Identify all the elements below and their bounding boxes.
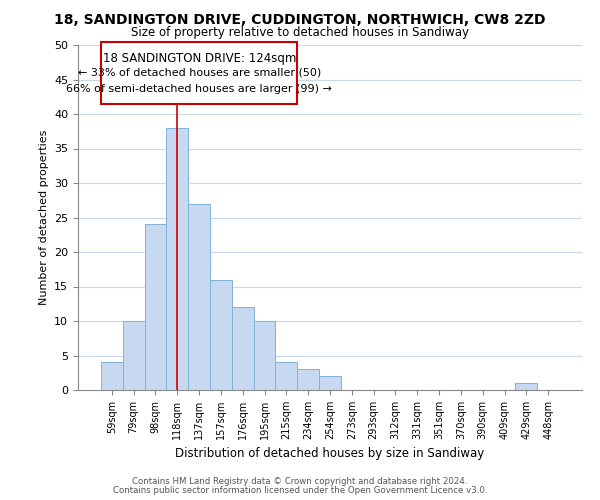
Text: Size of property relative to detached houses in Sandiway: Size of property relative to detached ho… bbox=[131, 26, 469, 39]
X-axis label: Distribution of detached houses by size in Sandiway: Distribution of detached houses by size … bbox=[175, 448, 485, 460]
Bar bbox=[254, 321, 275, 390]
Text: 18, SANDINGTON DRIVE, CUDDINGTON, NORTHWICH, CW8 2ZD: 18, SANDINGTON DRIVE, CUDDINGTON, NORTHW… bbox=[54, 12, 546, 26]
Bar bbox=[145, 224, 166, 390]
Bar bbox=[210, 280, 232, 390]
Text: Contains HM Land Registry data © Crown copyright and database right 2024.: Contains HM Land Registry data © Crown c… bbox=[132, 477, 468, 486]
Bar bbox=[101, 362, 123, 390]
Bar bbox=[319, 376, 341, 390]
Bar bbox=[232, 307, 254, 390]
Bar bbox=[123, 321, 145, 390]
Bar bbox=[297, 370, 319, 390]
Bar bbox=[275, 362, 297, 390]
Y-axis label: Number of detached properties: Number of detached properties bbox=[38, 130, 49, 305]
Text: ← 33% of detached houses are smaller (50): ← 33% of detached houses are smaller (50… bbox=[77, 67, 321, 77]
Text: Contains public sector information licensed under the Open Government Licence v3: Contains public sector information licen… bbox=[113, 486, 487, 495]
Bar bbox=[188, 204, 210, 390]
Bar bbox=[101, 42, 297, 104]
Text: 66% of semi-detached houses are larger (99) →: 66% of semi-detached houses are larger (… bbox=[67, 84, 332, 94]
Text: 18 SANDINGTON DRIVE: 124sqm: 18 SANDINGTON DRIVE: 124sqm bbox=[103, 52, 296, 65]
Bar bbox=[515, 383, 537, 390]
Bar bbox=[166, 128, 188, 390]
